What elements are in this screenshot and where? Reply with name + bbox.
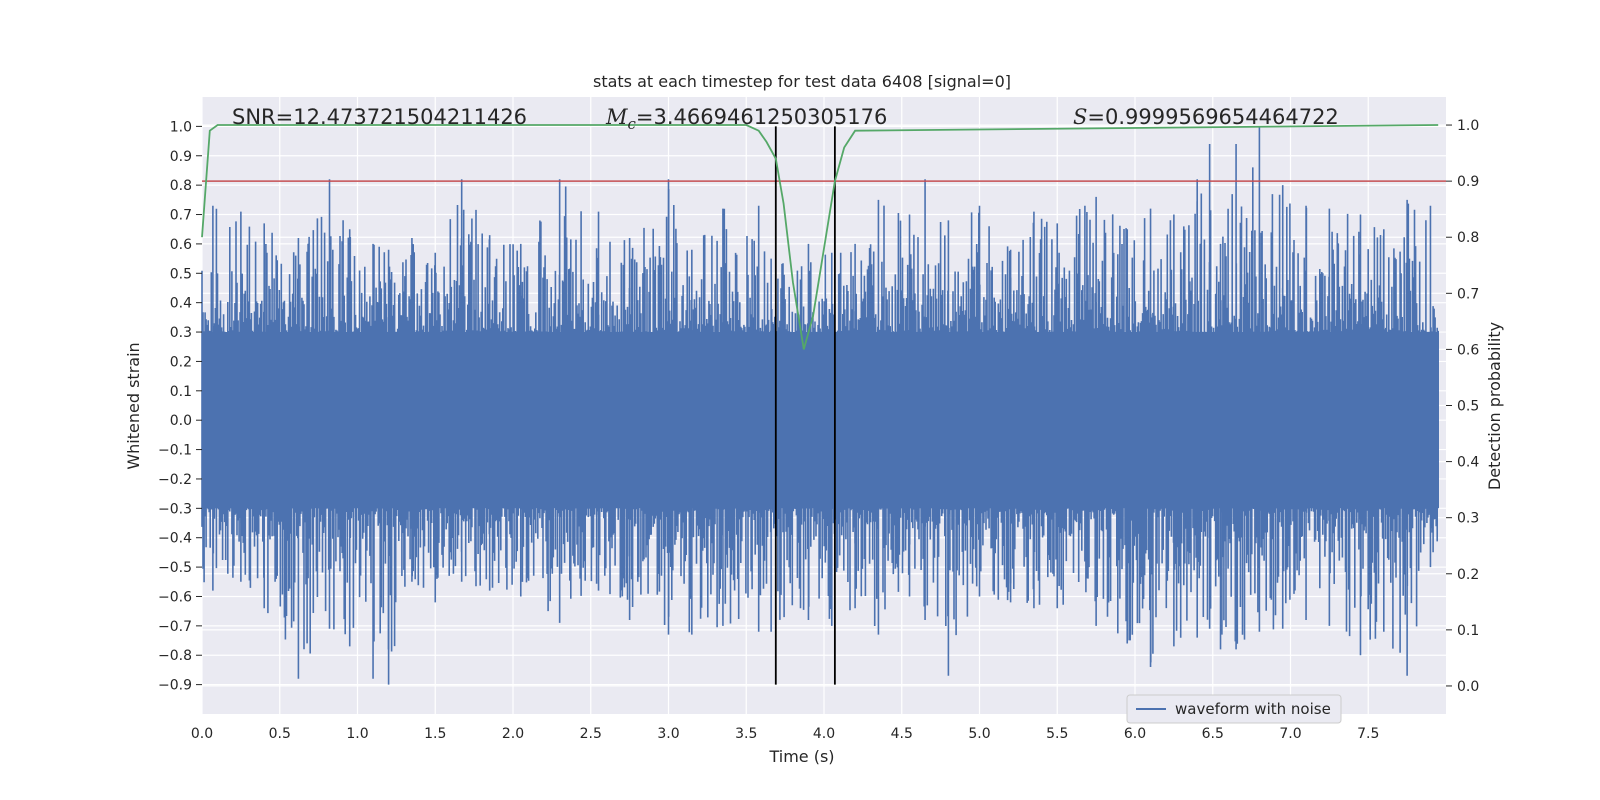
- x-tick-label: 6.5: [1202, 726, 1224, 742]
- x-tick-label: 7.5: [1357, 726, 1379, 742]
- snr-annotation: SNR=12.473721504211426: [232, 105, 527, 129]
- left-y-axis-ticks: −0.9 −0.8 −0.7 −0.6 −0.5 −0.4 −0.3 −0.2 −0.1 0.0 0…: [158, 119, 202, 693]
- right-y-tick-label: 0.0: [1457, 679, 1479, 695]
- left-y-tick-label: 0.5: [170, 266, 192, 282]
- legend-label: waveform with noise: [1175, 700, 1331, 718]
- left-y-tick-label: 0.1: [170, 384, 192, 400]
- left-y-tick-label: −0.5: [158, 560, 192, 576]
- left-y-tick-label: −0.2: [158, 472, 192, 488]
- right-y-tick-label: 0.1: [1457, 623, 1479, 639]
- left-y-tick-label: 1.0: [170, 119, 192, 135]
- x-axis-ticks: 0.0 0.5 1.0 1.5 2.0 2.5 3.0 3.5 4.0 4.5 5.0 5.5 6.0 6…: [191, 726, 1380, 742]
- x-axis-title: Time (s): [768, 747, 834, 766]
- right-y-tick-label: 0.7: [1457, 286, 1479, 302]
- left-y-tick-label: −0.3: [158, 501, 192, 517]
- left-y-tick-label: −0.8: [158, 648, 192, 664]
- left-y-tick-label: 0.2: [170, 354, 192, 370]
- right-y-axis-title: Detection probability: [1485, 322, 1504, 490]
- left-y-tick-label: −0.4: [158, 531, 192, 547]
- left-y-tick-label: 0.8: [170, 178, 192, 194]
- x-tick-label: 7.0: [1279, 726, 1301, 742]
- x-tick-label: 3.5: [735, 726, 757, 742]
- x-tick-label: 6.0: [1124, 726, 1146, 742]
- x-tick-label: 2.0: [502, 726, 524, 742]
- right-y-tick-label: 0.4: [1457, 455, 1479, 471]
- left-y-tick-label: 0.3: [170, 325, 192, 341]
- score-symbol: S: [1073, 105, 1087, 129]
- left-y-tick-label: −0.7: [158, 619, 192, 635]
- right-y-tick-label: 0.3: [1457, 511, 1479, 527]
- x-tick-label: 5.0: [968, 726, 990, 742]
- chirp-mass-symbol: M: [605, 105, 628, 129]
- x-tick-label: 1.5: [424, 726, 446, 742]
- x-tick-label: 1.0: [346, 726, 368, 742]
- left-y-tick-label: −0.9: [158, 678, 192, 694]
- left-y-tick-label: 0.6: [170, 237, 192, 253]
- score-annotation: S=0.9999569654464722: [1073, 105, 1339, 129]
- chirp-mass-annotation: Mc=3.4669461250305176: [605, 105, 887, 133]
- x-tick-label: 4.0: [813, 726, 835, 742]
- x-tick-label: 0.0: [191, 726, 213, 742]
- x-tick-label: 0.5: [269, 726, 291, 742]
- x-tick-label: 5.5: [1046, 726, 1068, 742]
- left-y-tick-label: 0.0: [170, 413, 192, 429]
- right-y-tick-label: 0.8: [1457, 230, 1479, 246]
- right-y-axis-ticks: 0.0 0.1 0.2 0.3 0.4 0.5 0.6 0.7 0.8 0.9 1.0: [1446, 118, 1479, 695]
- left-y-tick-label: −0.6: [158, 589, 192, 605]
- left-y-axis-title: Whitened strain: [124, 342, 143, 469]
- left-y-tick-label: 0.4: [170, 296, 192, 312]
- left-y-tick-label: −0.1: [158, 443, 192, 459]
- right-y-tick-label: 0.9: [1457, 174, 1479, 190]
- left-y-tick-label: 0.7: [170, 208, 192, 224]
- x-tick-label: 2.5: [580, 726, 602, 742]
- right-y-tick-label: 0.2: [1457, 567, 1479, 583]
- legend: waveform with noise: [1127, 695, 1341, 723]
- chirp-mass-value: =3.4669461250305176: [636, 105, 887, 129]
- score-value: =0.9999569654464722: [1087, 105, 1338, 129]
- right-y-tick-label: 0.5: [1457, 399, 1479, 415]
- right-y-tick-label: 1.0: [1457, 118, 1479, 134]
- left-y-tick-label: 0.9: [170, 149, 192, 165]
- x-tick-label: 4.5: [891, 726, 913, 742]
- chart-title: stats at each timestep for test data 640…: [593, 72, 1011, 91]
- right-y-tick-label: 0.6: [1457, 342, 1479, 358]
- x-tick-label: 3.0: [657, 726, 679, 742]
